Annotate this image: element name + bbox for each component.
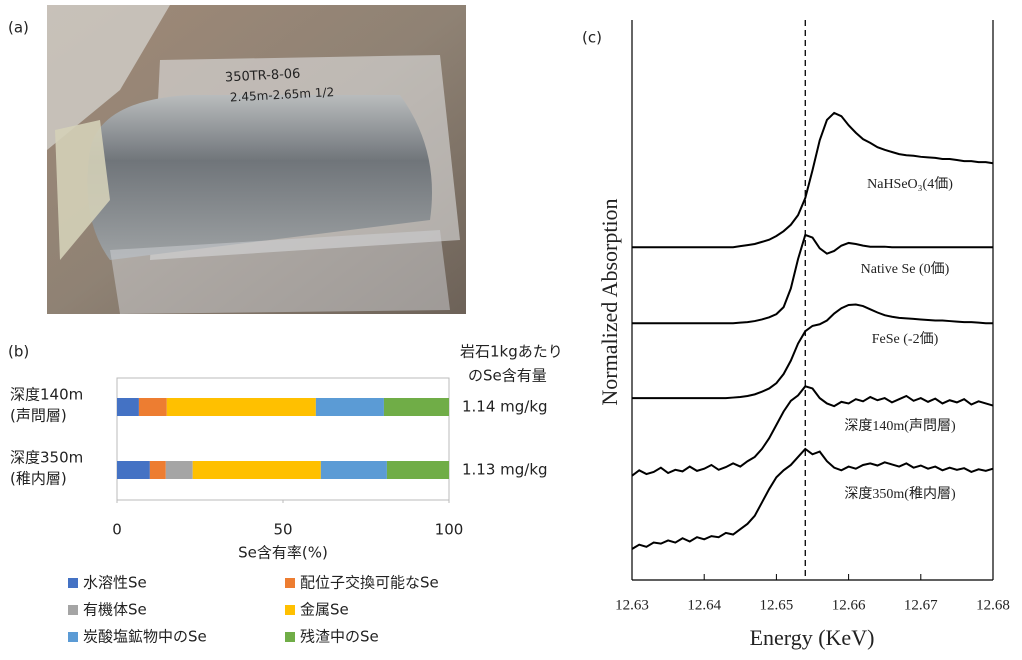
y-axis-label: Normalized Absorption	[597, 198, 622, 405]
legend-label: 金属Se	[300, 601, 349, 619]
legend-label: 炭酸塩鉱物中のSe	[83, 628, 207, 646]
bar-segment	[315, 398, 384, 416]
legend-swatch	[285, 605, 295, 615]
x-axis-label: Energy (KeV)	[750, 625, 875, 650]
photo: 350TR-8-06 2.45m-2.65m 1/2	[47, 5, 466, 314]
bar-segment	[117, 398, 139, 416]
curve-label: 深度140m(声問層)	[844, 418, 956, 434]
curve-label: 深度350m(稚内層)	[844, 486, 956, 502]
panel-label: (a)	[8, 19, 29, 37]
spectrum-line	[631, 447, 994, 550]
x-tick-label: 0	[112, 521, 122, 539]
spectrum-line	[632, 111, 994, 249]
legend-label: 配位子交換可能なSe	[300, 574, 439, 592]
panel-label: (c)	[582, 29, 602, 47]
legend-swatch	[285, 632, 295, 642]
legend-label: 水溶性Se	[83, 574, 147, 592]
bar-segment	[138, 398, 167, 416]
legend-swatch	[285, 578, 295, 588]
category-label: 深度140m	[10, 386, 83, 404]
side-header: 岩石1kgあたり	[460, 343, 563, 361]
legend-label: 残渣中のSe	[300, 628, 379, 646]
bar-segment	[117, 461, 150, 479]
plot-frame	[116, 377, 450, 501]
axes	[631, 20, 994, 581]
legend-label: 有機体Se	[83, 601, 147, 619]
curve-label: NaHSeO₃(4価)	[867, 176, 953, 192]
side-value: 1.14 mg/kg	[462, 398, 548, 416]
legend-swatch	[68, 578, 78, 588]
panel-label: (b)	[8, 343, 29, 361]
bar-segment	[386, 461, 449, 479]
x-tick-label: 12.65	[760, 597, 794, 613]
bar-segment	[166, 398, 316, 416]
bar-segment	[192, 461, 321, 479]
side-value: 1.13 mg/kg	[462, 461, 548, 479]
bar-segment	[320, 461, 387, 479]
bar-segment	[165, 461, 193, 479]
bar-segment	[383, 398, 449, 416]
x-tick-label: 12.64	[687, 597, 721, 613]
x-tick-label: 12.66	[832, 597, 866, 613]
x-tick-label: 50	[273, 521, 292, 539]
category-label: (稚内層)	[10, 470, 67, 488]
x-tick-label: 12.67	[904, 597, 938, 613]
spectrum-line	[632, 303, 993, 400]
x-axis-label: Se含有率(%)	[238, 544, 328, 562]
category-label: 深度350m	[10, 449, 83, 467]
handwriting: 350TR-8-06	[225, 67, 301, 86]
x-tick-label: 100	[435, 521, 464, 539]
x-tick-label: 12.68	[976, 597, 1010, 613]
category-label: (声問層)	[10, 407, 67, 425]
x-tick-label: 12.63	[615, 597, 649, 613]
curve-label: FeSe (-2価)	[872, 331, 939, 347]
spectrum-line	[631, 385, 994, 477]
spectrum-line	[632, 233, 993, 325]
side-header: のSe含有量	[468, 367, 547, 385]
legend-swatch	[68, 605, 78, 615]
bar-segment	[149, 461, 166, 479]
handwriting: 2.45m-2.65m 1/2	[230, 85, 335, 104]
curve-label: Native Se (0価)	[861, 261, 950, 277]
legend-swatch	[68, 632, 78, 642]
